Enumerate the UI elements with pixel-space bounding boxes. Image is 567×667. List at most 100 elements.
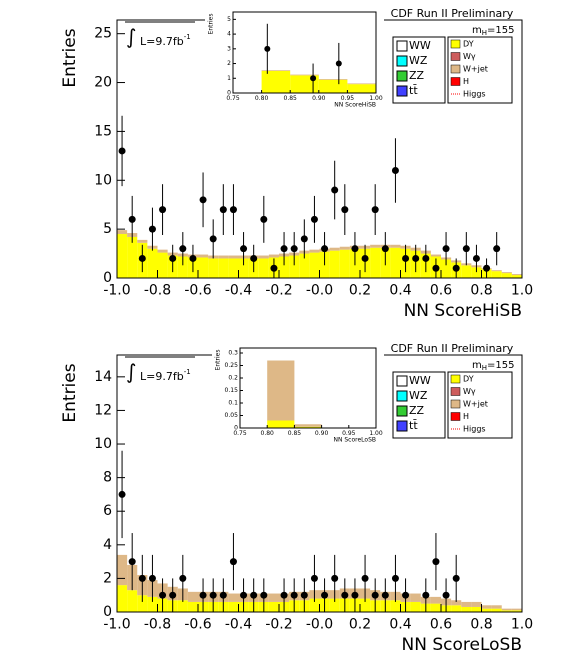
x-tick-label: 1.0 bbox=[511, 283, 533, 299]
inset-x-title: NN ScoreLoSB bbox=[333, 437, 376, 444]
x-tick-label: 1.00 bbox=[369, 430, 383, 437]
histogram-bar bbox=[261, 70, 291, 93]
x-tick-label: -0.6 bbox=[184, 283, 211, 299]
data-point bbox=[179, 574, 187, 582]
y-tick-label: 0 bbox=[103, 270, 112, 286]
data-point bbox=[321, 245, 329, 253]
y-tick-label: 2 bbox=[103, 570, 112, 586]
x-tick-label: -0.4 bbox=[225, 617, 252, 633]
data-point bbox=[331, 186, 339, 194]
legend-swatch bbox=[396, 375, 408, 387]
histogram-bar bbox=[461, 265, 472, 278]
histogram-bar bbox=[481, 608, 492, 612]
x-tick-label: 0.6 bbox=[430, 283, 452, 299]
data-point bbox=[169, 591, 177, 599]
histogram-bar bbox=[147, 596, 158, 612]
mass-subscript: H bbox=[482, 364, 487, 372]
histogram-bar bbox=[258, 258, 269, 278]
data-point bbox=[391, 167, 399, 174]
data-point bbox=[371, 206, 379, 214]
data-point bbox=[422, 254, 430, 262]
x-axis-title: NN ScoreHiSB bbox=[404, 301, 522, 321]
y-tick-label: 1 bbox=[227, 75, 231, 82]
x-tick-label: -0.8 bbox=[144, 617, 171, 633]
data-point bbox=[300, 591, 308, 599]
histogram-bar bbox=[491, 271, 502, 278]
data-point bbox=[462, 245, 470, 253]
legend-swatch bbox=[450, 387, 461, 396]
data-point bbox=[199, 591, 207, 599]
histogram-bar bbox=[511, 610, 522, 612]
histogram-bar bbox=[117, 230, 128, 235]
data-point bbox=[270, 264, 278, 272]
legend-label: Wγ bbox=[463, 387, 476, 396]
x-tick-label: -1.0 bbox=[103, 617, 130, 633]
data-point bbox=[159, 591, 167, 599]
data-point bbox=[250, 591, 258, 599]
data-point bbox=[264, 45, 271, 52]
histogram-bar bbox=[309, 249, 320, 253]
histogram-bar bbox=[410, 601, 421, 612]
histogram-bar bbox=[127, 236, 138, 278]
data-point bbox=[452, 264, 460, 272]
histogram-bar bbox=[208, 258, 219, 278]
data-point bbox=[118, 147, 126, 155]
y-tick-label: 5 bbox=[227, 16, 231, 23]
x-tick-label: -0.2 bbox=[265, 283, 292, 299]
histogram-bar bbox=[390, 600, 401, 612]
data-point bbox=[229, 206, 237, 214]
histogram-bar bbox=[228, 258, 239, 278]
x-tick-label: 1.0 bbox=[511, 617, 533, 633]
data-point bbox=[472, 254, 480, 262]
histogram-bar bbox=[481, 605, 492, 609]
y-tick-label: 8 bbox=[103, 470, 112, 486]
legend-swatch bbox=[450, 52, 461, 61]
histogram-bar bbox=[318, 79, 348, 93]
legend-swatch bbox=[450, 399, 461, 409]
x-tick-label: -0.0 bbox=[306, 617, 333, 633]
histogram-bar bbox=[117, 585, 128, 612]
data-point bbox=[138, 254, 146, 262]
mass-label: mH=155 bbox=[472, 360, 514, 372]
data-point bbox=[209, 591, 217, 599]
inset-x-title: NN ScoreHiSB bbox=[334, 102, 376, 109]
x-tick-label: 0.80 bbox=[261, 430, 275, 437]
y-tick-label: 0.3 bbox=[228, 350, 238, 357]
histogram-bar bbox=[471, 601, 482, 607]
data-point bbox=[209, 235, 217, 243]
histogram-bar bbox=[347, 84, 376, 93]
histogram-bar bbox=[137, 239, 148, 243]
x-tick-label: -0.4 bbox=[225, 283, 252, 299]
x-tick-label: 0.95 bbox=[342, 430, 356, 437]
histogram-bar bbox=[390, 244, 401, 248]
histogram-bar bbox=[309, 252, 320, 278]
histogram-bar bbox=[267, 360, 295, 421]
lumi-superscript: -1 bbox=[184, 33, 191, 41]
legend-swatch bbox=[450, 374, 461, 384]
x-axis-title: NN ScoreLoSB bbox=[402, 635, 522, 655]
lumi-text: L=9.7fb bbox=[140, 370, 184, 383]
mass-symbol: m bbox=[472, 360, 482, 371]
histogram-bar bbox=[294, 424, 322, 427]
mass-label: mH=155 bbox=[472, 25, 514, 37]
data-point bbox=[351, 245, 359, 253]
histogram-bar bbox=[177, 600, 188, 612]
y-tick-label: 0 bbox=[103, 604, 112, 620]
histogram-bar bbox=[441, 259, 452, 278]
y-tick-label: 0.15 bbox=[225, 387, 239, 394]
data-point bbox=[331, 574, 339, 582]
lumi-text: L=9.7fb bbox=[140, 35, 184, 48]
x-tick-label: -0.2 bbox=[265, 617, 292, 633]
legend-swatch bbox=[396, 40, 408, 52]
data-point bbox=[240, 591, 248, 599]
x-tick-label: 0.2 bbox=[349, 617, 371, 633]
histogram-bar bbox=[268, 601, 279, 612]
x-tick-label: 0.8 bbox=[470, 283, 492, 299]
x-tick-label: 0.85 bbox=[288, 430, 302, 437]
mass-subscript: H bbox=[482, 29, 487, 37]
x-tick-label: 0.90 bbox=[315, 430, 329, 437]
data-point bbox=[381, 245, 389, 253]
legend-label: WW bbox=[409, 39, 431, 52]
mass-symbol: m bbox=[472, 25, 482, 36]
data-point bbox=[280, 591, 288, 599]
